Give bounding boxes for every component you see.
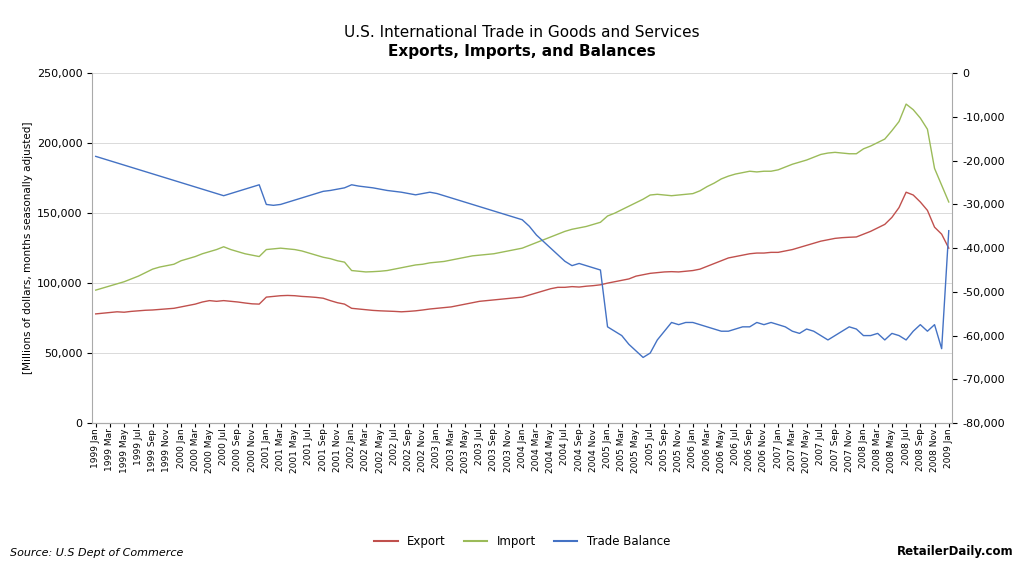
Y-axis label: [Millions of dollars, months seasonally adjusted]: [Millions of dollars, months seasonally … — [23, 122, 33, 374]
Text: Source: U.S Dept of Commerce: Source: U.S Dept of Commerce — [10, 548, 183, 558]
Text: U.S. International Trade in Goods and Services: U.S. International Trade in Goods and Se… — [344, 25, 700, 41]
Text: Exports, Imports, and Balances: Exports, Imports, and Balances — [388, 44, 656, 59]
Legend: Export, Import, Trade Balance: Export, Import, Trade Balance — [370, 530, 675, 553]
Text: RetailerDaily.com: RetailerDaily.com — [897, 545, 1014, 558]
